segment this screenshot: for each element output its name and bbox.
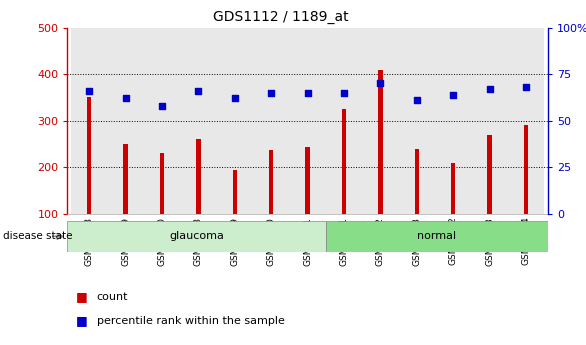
Bar bbox=[253, 28, 289, 214]
Point bbox=[339, 90, 349, 96]
Bar bbox=[180, 28, 217, 214]
Bar bbox=[196, 139, 200, 214]
Bar bbox=[144, 28, 180, 214]
Bar bbox=[71, 28, 107, 214]
Bar bbox=[524, 125, 528, 214]
Bar bbox=[451, 162, 455, 214]
Text: ■: ■ bbox=[76, 314, 88, 327]
Bar bbox=[362, 28, 398, 214]
Bar bbox=[342, 109, 346, 214]
Text: ■: ■ bbox=[76, 290, 88, 303]
Bar bbox=[233, 170, 237, 214]
Point bbox=[485, 86, 495, 92]
Text: GDS1112 / 1189_at: GDS1112 / 1189_at bbox=[213, 10, 349, 24]
Bar bbox=[472, 28, 508, 214]
Bar bbox=[87, 97, 91, 214]
Point bbox=[376, 81, 385, 86]
Text: count: count bbox=[97, 292, 128, 302]
Point bbox=[121, 96, 130, 101]
Bar bbox=[326, 28, 362, 214]
Point bbox=[230, 96, 240, 101]
Bar bbox=[160, 153, 164, 214]
Point bbox=[194, 88, 203, 94]
Point bbox=[412, 98, 421, 103]
Bar bbox=[67, 221, 326, 252]
Bar bbox=[289, 28, 326, 214]
Text: percentile rank within the sample: percentile rank within the sample bbox=[97, 316, 285, 326]
Bar bbox=[398, 28, 435, 214]
Point bbox=[267, 90, 276, 96]
Bar bbox=[107, 28, 144, 214]
Bar bbox=[124, 144, 128, 214]
Text: normal: normal bbox=[417, 231, 456, 241]
Bar bbox=[326, 221, 548, 252]
Bar bbox=[415, 149, 419, 214]
Bar bbox=[305, 147, 310, 214]
Point bbox=[448, 92, 458, 97]
Text: glaucoma: glaucoma bbox=[169, 231, 224, 241]
Bar bbox=[435, 28, 472, 214]
Bar bbox=[217, 28, 253, 214]
Bar bbox=[508, 28, 544, 214]
Point bbox=[158, 103, 167, 109]
Bar bbox=[379, 69, 383, 214]
Point bbox=[84, 88, 94, 94]
Point bbox=[303, 90, 312, 96]
Point bbox=[522, 85, 531, 90]
Text: disease state: disease state bbox=[3, 231, 73, 241]
Bar bbox=[488, 135, 492, 214]
Bar bbox=[269, 150, 274, 214]
